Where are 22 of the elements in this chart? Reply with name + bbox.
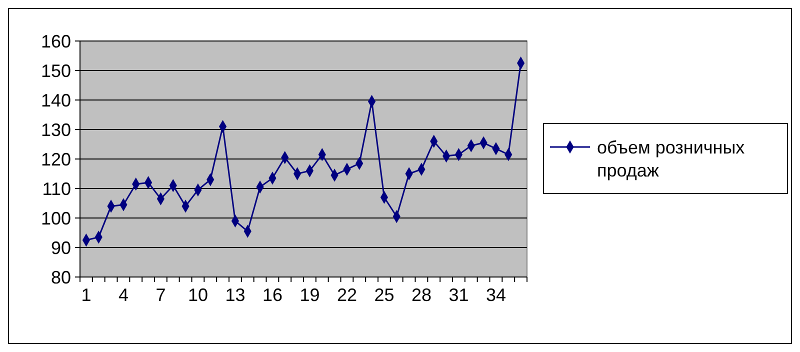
x-tick-label: 22: [336, 285, 357, 305]
x-tick-label: 19: [300, 285, 320, 305]
y-tick-label: 110: [42, 178, 71, 199]
x-tick-label: 4: [118, 285, 128, 305]
legend-label: объем розничных продаж: [597, 137, 745, 181]
y-tick-label: 140: [40, 90, 71, 110]
y-tick-label: 120: [40, 149, 71, 170]
y-tick-label: 130: [40, 120, 71, 140]
x-tick-label: 10: [188, 285, 208, 305]
y-tick-label: 100: [40, 208, 71, 228]
x-tick-label: 13: [225, 285, 246, 305]
x-tick-label: 34: [486, 285, 506, 305]
y-tick-label: 80: [50, 267, 71, 288]
x-tick-label: 16: [262, 285, 282, 305]
x-tick-label: 25: [374, 285, 394, 305]
x-tick-label: 28: [411, 285, 432, 305]
x-tick-label: 31: [448, 285, 469, 305]
y-tick-label: 90: [50, 238, 71, 258]
x-tick-label: 7: [156, 285, 166, 305]
y-tick-label: 160: [40, 31, 71, 52]
y-tick-label: 150: [40, 60, 71, 81]
x-tick-label: 1: [81, 285, 92, 305]
